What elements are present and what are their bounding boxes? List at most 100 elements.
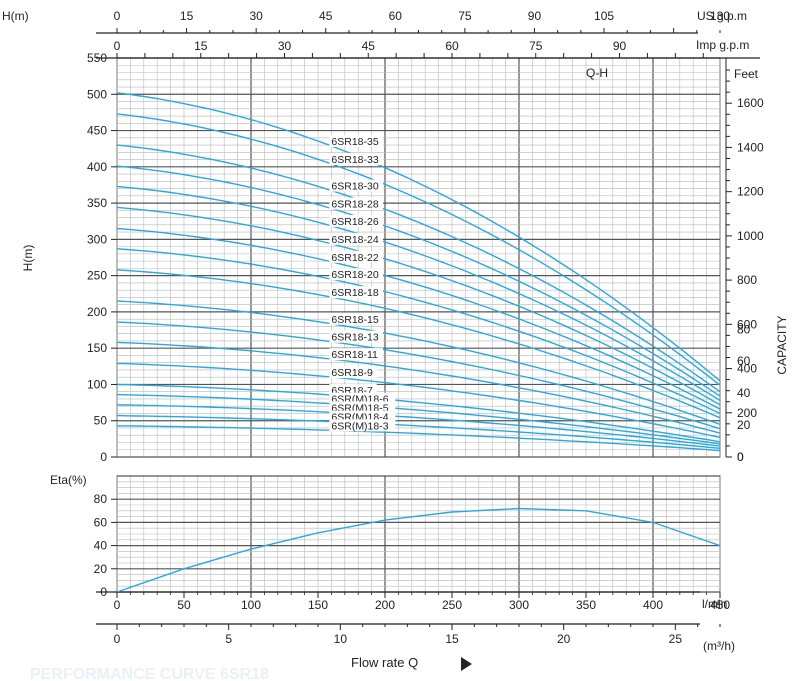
series-label: 6SR18-33 xyxy=(331,154,378,166)
capacity-tick-label: 60 xyxy=(737,354,751,368)
play-arrow-icon xyxy=(461,657,472,671)
lmin-tick-label: 350 xyxy=(576,598,596,612)
series-label-bg xyxy=(329,197,383,210)
qh-curve-6SR(M)18-6 xyxy=(117,393,720,445)
h-tick-label: 250 xyxy=(87,269,107,283)
qh-curve-6SR18-15 xyxy=(117,300,720,426)
eta-tick-label: 60 xyxy=(94,515,108,529)
labels: 6SR18-35 6SR18-33 6SR18-30 6SR18-28 6SR18-26… xyxy=(329,134,396,432)
imp-gpm-tick-label: 15 xyxy=(194,39,208,53)
series-label-bg xyxy=(329,250,383,263)
eta-grid xyxy=(116,475,721,593)
h-tick-label: 50 xyxy=(94,414,108,428)
imp-gpm-tick-label: 30 xyxy=(278,39,292,53)
series-label-bg xyxy=(329,179,383,192)
series-label: 6SR18-11 xyxy=(331,349,378,361)
feet-tick-label: 800 xyxy=(737,273,757,287)
m3h-tick-label: 15 xyxy=(445,632,459,646)
series-label: 6SR18-28 xyxy=(331,199,378,211)
feet-tick-label: 200 xyxy=(737,406,757,420)
qh-curve-6SR18-11 xyxy=(117,341,720,434)
imp-gpm-label: Imp g.p.m xyxy=(696,38,749,52)
h-tick-label: 500 xyxy=(87,87,107,101)
series-label-bg xyxy=(329,134,383,147)
feet-tick-label: 0 xyxy=(737,450,744,464)
series-label-bg xyxy=(329,330,383,343)
feet-tick-label: 1600 xyxy=(737,96,764,110)
qh-curve-6SR18-28 xyxy=(117,165,720,397)
series-label: 6SR(M)18-3 xyxy=(331,420,388,432)
series-label-bg xyxy=(329,401,396,414)
series-label: 6SR18-35 xyxy=(331,136,378,148)
us-gpm-tick-label: 0 xyxy=(114,9,121,23)
series-label: 6SR18-20 xyxy=(331,269,378,281)
us-gpm-label: US g.p.m xyxy=(697,9,747,23)
imp-gpm-tick-label: 75 xyxy=(529,39,543,53)
series-label-bg xyxy=(329,312,383,325)
capacity-tick-label: 80 xyxy=(737,322,751,336)
footer-title: PERFORMANCE CURVE 6SR18 xyxy=(30,666,269,681)
qh-curve-6SR18-30 xyxy=(117,144,720,393)
h-tick-label: 200 xyxy=(87,305,107,319)
feet-axis-label: Feet xyxy=(734,67,759,81)
series-label: 6SR18-24 xyxy=(331,234,378,246)
qh-curve-6SR18-7 xyxy=(117,383,720,443)
us-gpm-tick-label: 105 xyxy=(594,9,614,23)
lmin-tick-label: 300 xyxy=(509,598,529,612)
lmin-tick-label: 400 xyxy=(643,598,663,612)
lmin-tick-label: 50 xyxy=(177,598,191,612)
us-gpm-tick-label: 15 xyxy=(180,9,194,23)
qh-curve-6SR18-18 xyxy=(117,269,720,419)
feet-tick-label: 1200 xyxy=(737,185,764,199)
h-tick-label: 0 xyxy=(100,450,107,464)
m3h-tick-label: 10 xyxy=(334,632,348,646)
eta-axis-label: Eta(%) xyxy=(50,473,87,487)
us-gpm-tick-label: 75 xyxy=(458,9,472,23)
imp-gpm-tick-label: 45 xyxy=(362,39,376,53)
series-label: 6SR18-18 xyxy=(331,287,378,299)
feet-tick-label: 400 xyxy=(737,362,757,376)
qh-curve-6SR18-26 xyxy=(117,185,720,401)
qh-curve-6SR(M)18-5 xyxy=(117,404,720,447)
qh-curve-6SR18-20 xyxy=(117,248,720,415)
imp-gpm-tick-label: 90 xyxy=(613,39,627,53)
us-gpm-tick-label: 130 xyxy=(710,9,730,23)
us-gpm-tick-label: 90 xyxy=(528,9,542,23)
feet-tick-label: 600 xyxy=(737,317,757,331)
imp-gpm-tick-label: 0 xyxy=(114,39,121,53)
capacity-axis-label: CAPACITY xyxy=(775,315,789,374)
series-label: 6SR18-22 xyxy=(331,252,378,264)
qh-curve-6SR18-13 xyxy=(117,321,720,430)
h-tick-label: 100 xyxy=(87,377,107,391)
qh-curves xyxy=(117,92,720,452)
lmin-tick-label: 450 xyxy=(710,598,730,612)
m3h-tick-label: 25 xyxy=(669,632,683,646)
series-label: 6SR18-13 xyxy=(331,332,378,344)
lmin-tick-label: 0 xyxy=(114,598,121,612)
eta-tick-label: 20 xyxy=(94,562,108,576)
series-label-bg xyxy=(329,152,383,165)
eta-curves xyxy=(117,507,720,592)
eta-tick-label: 40 xyxy=(94,539,108,553)
qh-curve-6SR18-9 xyxy=(117,362,720,439)
qh-curve-6SR18-24 xyxy=(117,206,720,406)
h-tick-label: 450 xyxy=(87,124,107,138)
qh-curve-6SR(M)18-3 xyxy=(117,425,720,452)
series-label-bg xyxy=(329,419,396,432)
capacity-tick-label: 40 xyxy=(737,386,751,400)
series-label-bg xyxy=(329,348,383,361)
series-label: 6SR18-15 xyxy=(331,314,378,326)
qh-curve-6SR18-33 xyxy=(117,113,720,386)
us-gpm-tick-label: 45 xyxy=(319,9,333,23)
series-label-bg xyxy=(329,366,377,379)
series-label-bg xyxy=(329,268,383,281)
feet-tick-label: 1000 xyxy=(737,229,764,243)
feet-tick-label: 1400 xyxy=(737,140,764,154)
lmin-tick-label: 200 xyxy=(375,598,395,612)
flow-rate-label: Flow rate Q xyxy=(351,655,418,670)
m3h-tick-label: 20 xyxy=(557,632,571,646)
axes: 0501001502002503003504004505005500200400… xyxy=(87,9,764,646)
series-label: 6SR18-26 xyxy=(331,216,378,228)
lmin-tick-label: 250 xyxy=(442,598,462,612)
